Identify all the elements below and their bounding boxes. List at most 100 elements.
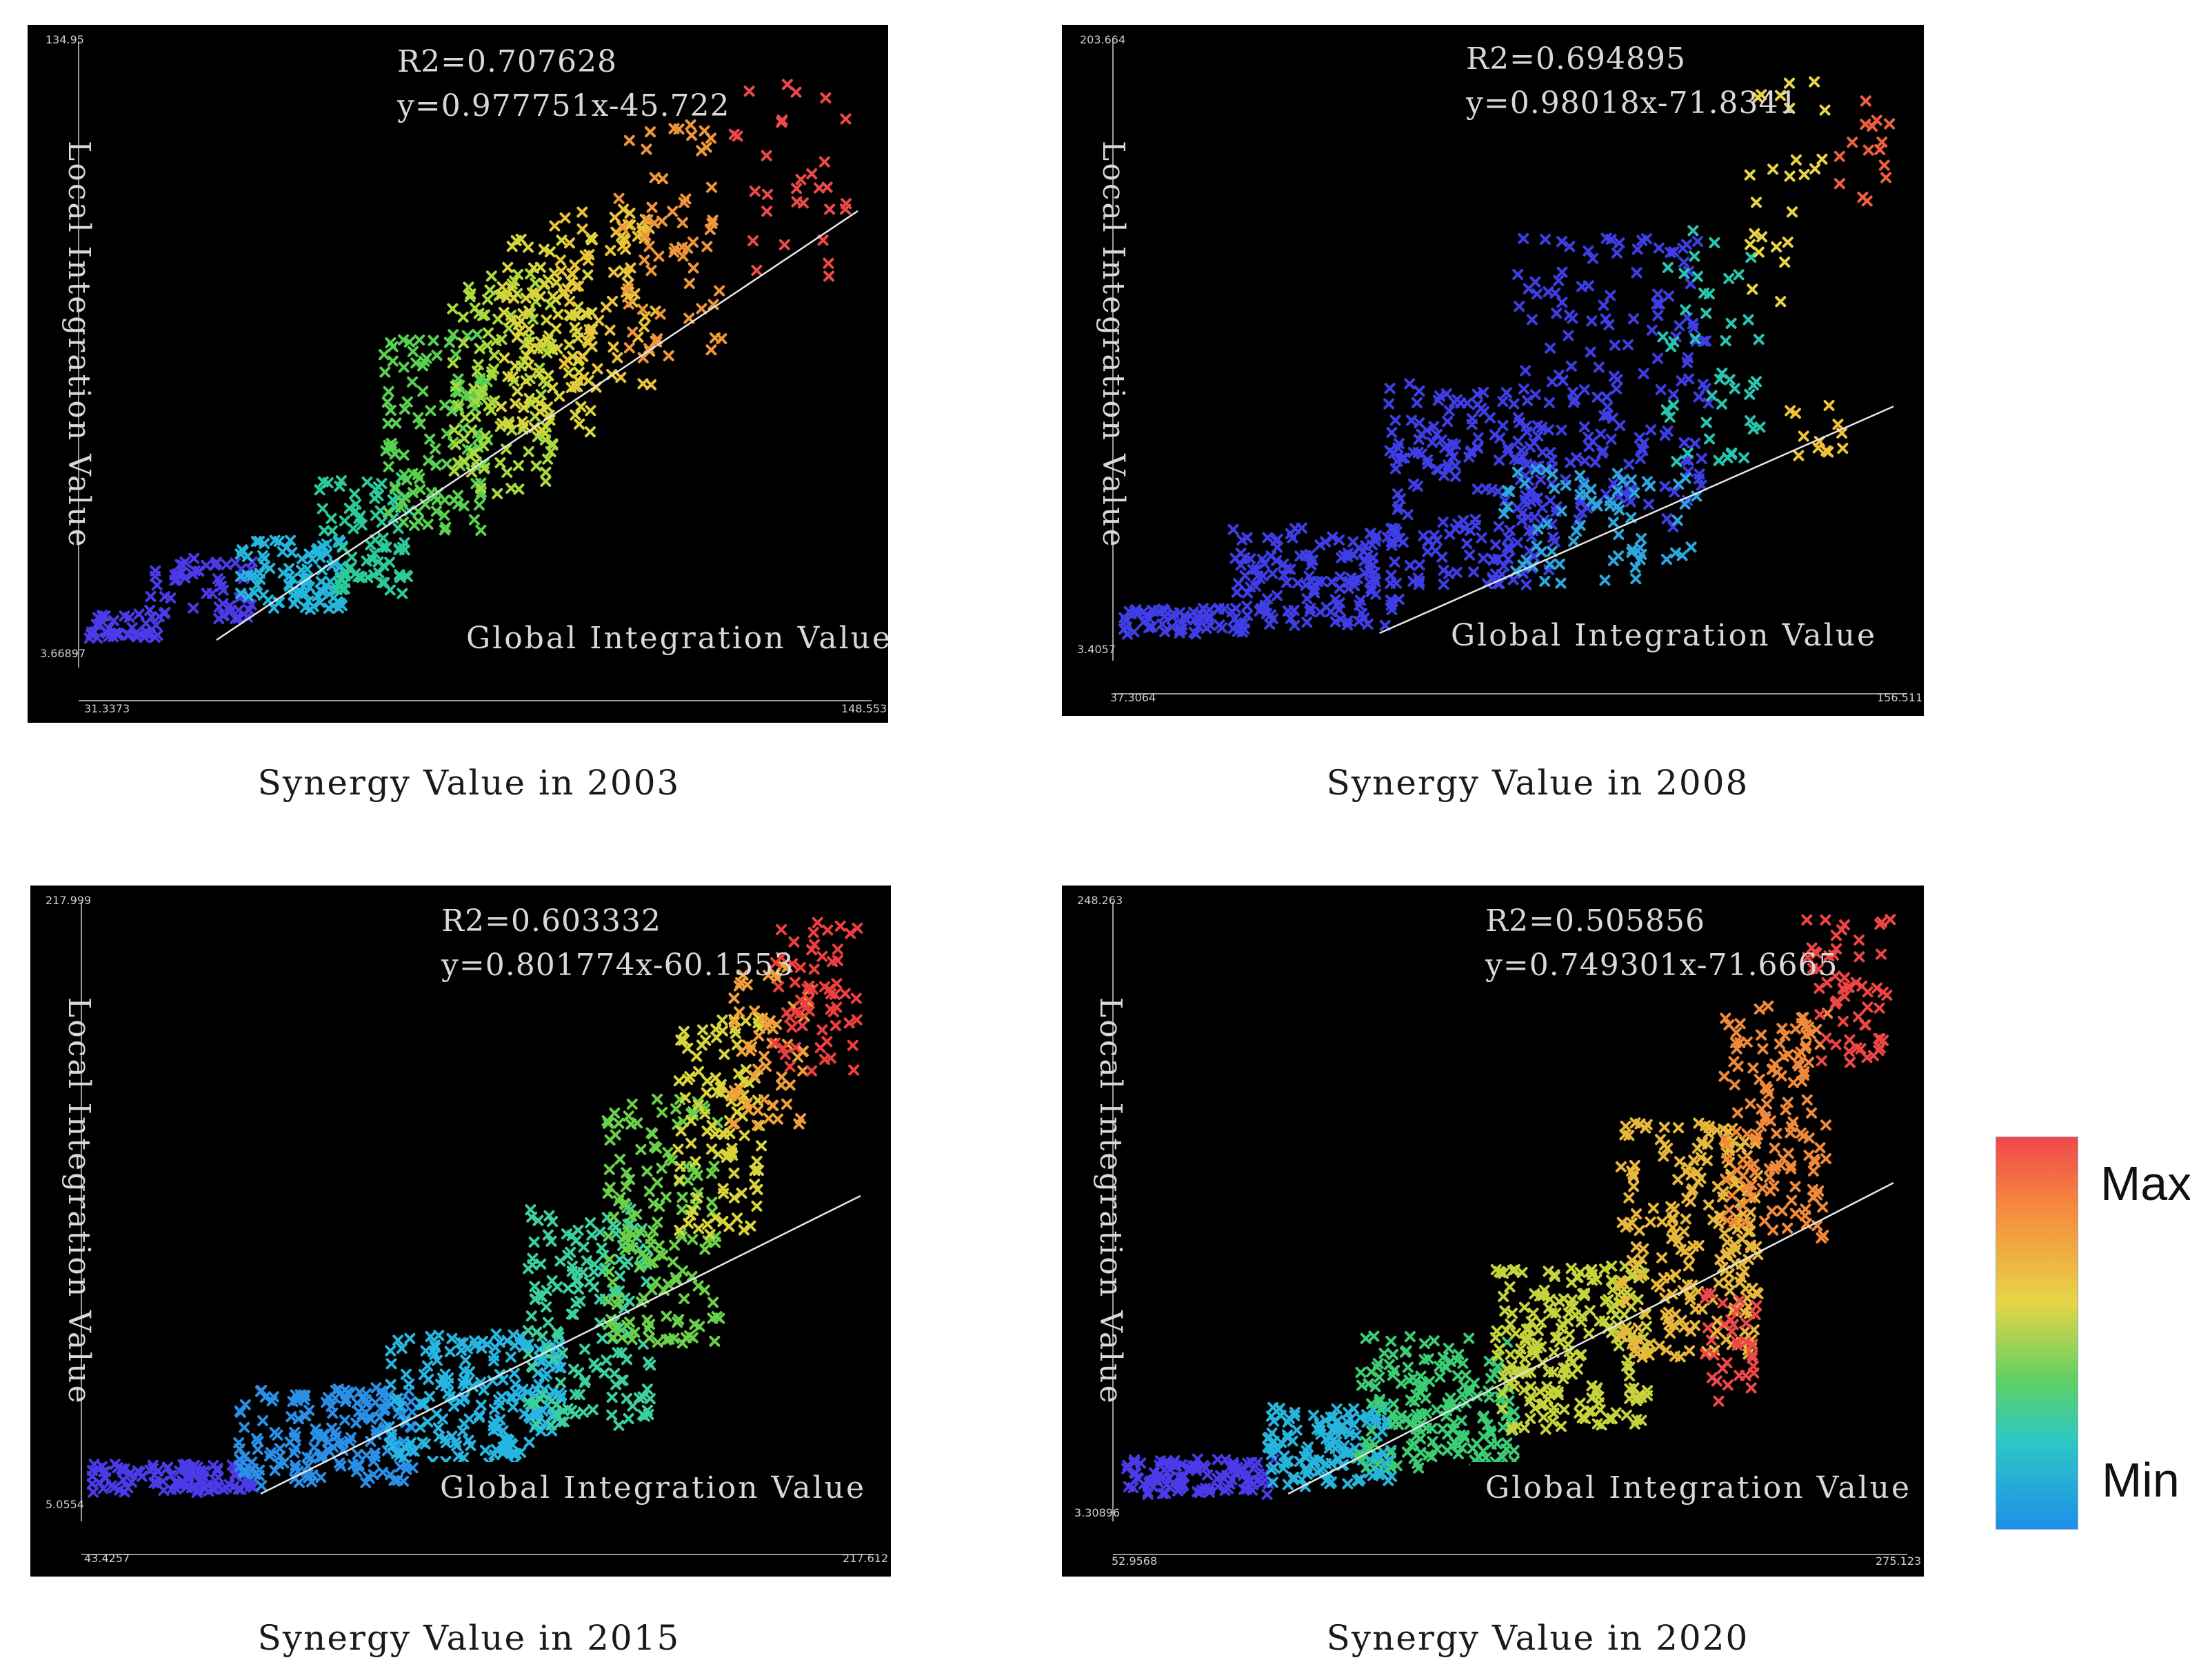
- data-point: [496, 417, 508, 429]
- data-point: [1718, 1070, 1730, 1082]
- data-point: [264, 563, 276, 574]
- data-point: [1174, 624, 1185, 636]
- data-point: [557, 1405, 569, 1417]
- data-point: [1565, 360, 1577, 372]
- data-point: [1713, 1395, 1725, 1407]
- data-point: [507, 1439, 519, 1450]
- data-point: [106, 1480, 117, 1492]
- data-point: [1428, 421, 1440, 432]
- data-point: [1379, 619, 1391, 631]
- data-point: [561, 283, 573, 294]
- data-point: [119, 1463, 130, 1475]
- data-point: [761, 150, 772, 161]
- data-point: [1523, 525, 1535, 537]
- data-point: [1817, 1201, 1829, 1213]
- x-axis-label: Global Integration Value: [451, 612, 888, 665]
- data-point: [1431, 534, 1443, 546]
- data-point: [534, 261, 546, 273]
- data-point: [1605, 290, 1616, 301]
- data-point: [1468, 566, 1480, 578]
- data-point: [1678, 1321, 1690, 1333]
- data-point: [1493, 521, 1505, 532]
- data-point: [541, 347, 553, 359]
- data-point: [1838, 919, 1850, 931]
- data-point: [1584, 1305, 1596, 1317]
- data-point: [1629, 1418, 1640, 1430]
- data-point: [622, 219, 634, 230]
- data-point: [1472, 442, 1484, 454]
- data-point: [1778, 1050, 1789, 1062]
- data-point: [726, 1143, 738, 1154]
- data-point: [625, 262, 636, 274]
- data-point: [1830, 997, 1842, 1008]
- x-max-tick: 156.511: [1877, 691, 1923, 704]
- data-point: [1523, 1323, 1535, 1334]
- data-point: [269, 1426, 281, 1438]
- data-point: [1574, 1350, 1585, 1361]
- data-point: [1636, 442, 1647, 454]
- data-point: [1703, 288, 1715, 300]
- x-max-tick: 217.612: [843, 1552, 889, 1565]
- data-point: [728, 1014, 740, 1026]
- data-point: [653, 250, 665, 262]
- data-point: [1816, 1232, 1827, 1244]
- data-point: [216, 581, 228, 592]
- data-point: [1634, 1334, 1645, 1346]
- data-point: [692, 1099, 704, 1111]
- data-point: [1452, 1448, 1464, 1459]
- data-point: [1707, 1214, 1719, 1226]
- data-point: [1307, 1410, 1319, 1421]
- data-point: [479, 430, 491, 442]
- data-point: [1525, 1381, 1536, 1392]
- data-point: [623, 1413, 634, 1425]
- data-point: [1717, 1297, 1729, 1309]
- data-point: [1556, 505, 1567, 517]
- data-point: [523, 323, 535, 335]
- data-point: [1603, 1294, 1614, 1306]
- data-point: [583, 337, 594, 348]
- data-point: [1416, 1381, 1428, 1392]
- point-cluster: [725, 959, 815, 1131]
- data-point: [1672, 1174, 1684, 1186]
- data-point: [1723, 272, 1735, 284]
- data-point: [385, 1345, 396, 1357]
- data-point: [1529, 389, 1541, 401]
- data-point: [1508, 398, 1520, 410]
- data-point: [1544, 559, 1556, 570]
- data-point: [733, 1068, 745, 1080]
- data-point: [1312, 1466, 1323, 1478]
- data-point: [1436, 434, 1447, 446]
- data-point: [481, 339, 493, 351]
- data-point: [274, 1443, 285, 1454]
- data-point: [381, 541, 392, 553]
- data-point: [1713, 454, 1725, 466]
- data-point: [1325, 1476, 1337, 1488]
- data-point: [1566, 1277, 1578, 1288]
- data-point: [1730, 1243, 1742, 1255]
- data-point: [1749, 228, 1760, 239]
- data-point: [1717, 1261, 1729, 1273]
- data-point: [448, 465, 460, 477]
- data-point: [1543, 1302, 1555, 1314]
- data-point: [1631, 243, 1643, 255]
- data-point: [535, 1258, 547, 1270]
- data-point: [806, 168, 818, 180]
- data-point: [501, 292, 512, 303]
- data-point: [1154, 1455, 1166, 1467]
- data-point: [752, 1063, 764, 1075]
- data-point: [706, 217, 718, 229]
- data-point: [704, 1229, 716, 1241]
- data-point: [1823, 399, 1835, 411]
- data-point: [1666, 1233, 1678, 1245]
- data-point: [1737, 1200, 1749, 1212]
- data-point: [188, 552, 200, 564]
- data-point: [1476, 403, 1487, 414]
- data-point: [1626, 1254, 1638, 1266]
- data-point: [715, 1079, 727, 1090]
- data-point: [1734, 1370, 1745, 1381]
- data-point: [736, 1046, 747, 1057]
- data-point: [1636, 532, 1647, 544]
- data-point: [385, 337, 396, 349]
- data-point: [1393, 501, 1405, 512]
- data-point: [594, 1293, 605, 1305]
